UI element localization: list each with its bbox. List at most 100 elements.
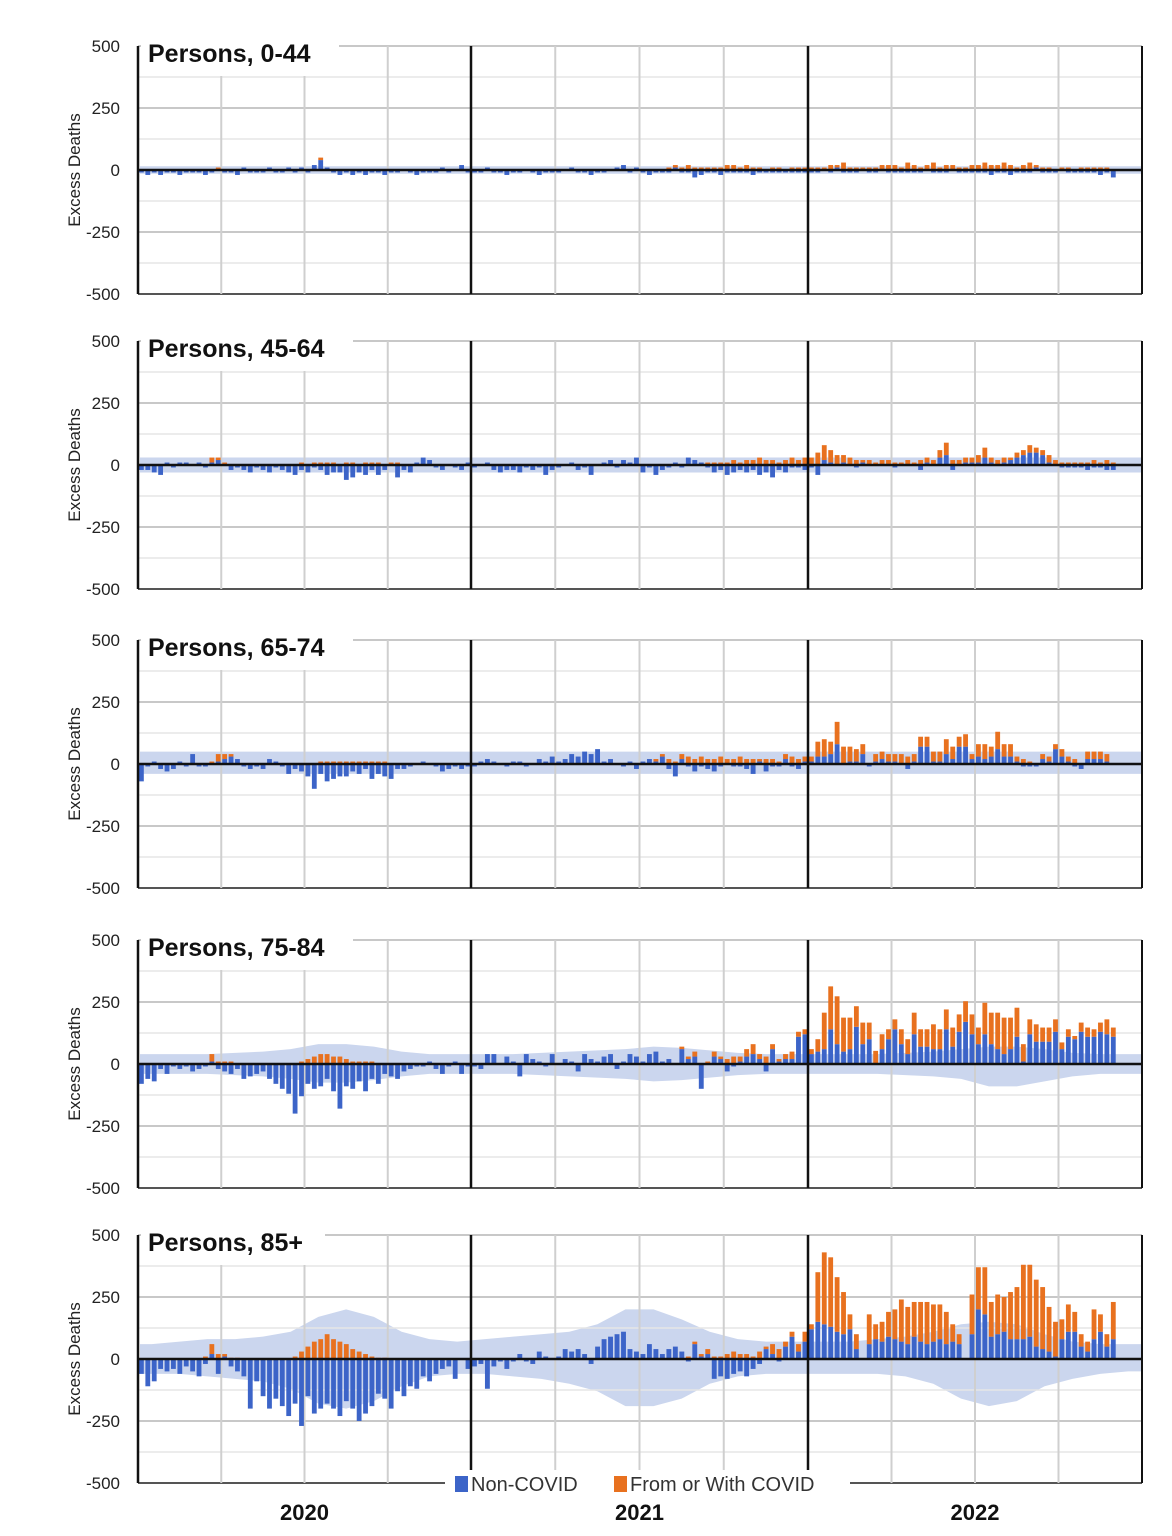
- covid-bar: [931, 1024, 936, 1050]
- non-covid-bar: [853, 1026, 859, 1064]
- non-covid-bar: [659, 1354, 665, 1359]
- panel-title: Persons, 65-74: [148, 634, 325, 662]
- non-covid-bar: [588, 754, 594, 764]
- non-covid-bar: [177, 170, 183, 175]
- panel-title: Persons, 75-84: [148, 934, 325, 962]
- panel-title: Persons, 85+: [148, 1229, 303, 1257]
- non-covid-bar: [943, 754, 949, 764]
- non-covid-bar: [356, 1359, 362, 1421]
- covid-bar: [724, 1354, 730, 1359]
- non-covid-bar: [145, 465, 151, 470]
- covid-bar: [828, 165, 834, 170]
- non-covid-bar: [241, 1064, 247, 1079]
- y-tick-label: -500: [86, 285, 120, 304]
- non-covid-bar: [151, 1064, 157, 1082]
- y-axis-label: Excess Deaths: [65, 1302, 84, 1415]
- non-covid-bar: [407, 1064, 413, 1069]
- covid-bar: [744, 1049, 750, 1057]
- covid-bar: [879, 1321, 885, 1342]
- covid-bar: [950, 460, 956, 465]
- covid-bar: [1008, 744, 1013, 757]
- non-covid-bar: [911, 1336, 917, 1359]
- panel-title-background: [141, 632, 353, 670]
- covid-bar: [789, 1331, 795, 1337]
- non-covid-bar: [860, 754, 866, 764]
- non-covid-bar: [318, 1359, 324, 1409]
- non-covid-bar: [331, 465, 336, 473]
- non-covid-bar: [222, 759, 228, 764]
- non-covid-bar: [976, 756, 981, 764]
- non-covid-bar: [209, 1354, 215, 1359]
- covid-bar: [841, 1017, 846, 1052]
- non-covid-bar: [350, 764, 356, 772]
- covid-bar: [692, 1051, 698, 1057]
- non-covid-bar: [292, 465, 298, 475]
- covid-bar: [737, 1354, 743, 1359]
- non-covid-bar: [382, 170, 388, 175]
- non-covid-bar: [446, 764, 452, 769]
- non-covid-bar: [517, 465, 523, 473]
- covid-bar: [866, 1314, 872, 1345]
- covid-bar: [1065, 1029, 1071, 1037]
- non-covid-bar: [892, 1029, 898, 1064]
- covid-bar: [911, 1301, 917, 1337]
- covid-bar: [815, 741, 821, 757]
- covid-bar: [718, 1056, 724, 1060]
- covid-bar: [685, 165, 691, 170]
- non-covid-bar: [517, 1354, 523, 1359]
- non-covid-bar: [247, 1359, 253, 1409]
- non-covid-bar: [318, 764, 324, 774]
- non-covid-bar: [164, 764, 170, 772]
- covid-bar: [1091, 751, 1097, 760]
- non-covid-bar: [543, 465, 549, 475]
- non-covid-bar: [698, 1064, 704, 1089]
- non-covid-bar: [1053, 749, 1058, 764]
- covid-bar: [834, 455, 840, 465]
- non-covid-bar: [1014, 457, 1020, 465]
- covid-bar: [988, 746, 994, 757]
- non-covid-bar: [982, 457, 988, 465]
- covid-bar: [324, 1054, 330, 1064]
- covid-bar: [653, 759, 659, 762]
- non-covid-bar: [228, 465, 234, 470]
- non-covid-bar: [1085, 465, 1091, 470]
- covid-bar: [802, 756, 808, 762]
- non-covid-bar: [634, 1351, 639, 1359]
- non-covid-bar: [750, 170, 756, 175]
- non-covid-bar: [139, 1064, 144, 1084]
- covid-bar: [1046, 455, 1052, 463]
- covid-bar: [1091, 1029, 1097, 1037]
- non-covid-bar: [988, 756, 994, 764]
- covid-bar: [1053, 460, 1058, 465]
- covid-bar: [1078, 1334, 1084, 1347]
- non-covid-bar: [937, 457, 943, 465]
- non-covid-bar: [866, 1344, 872, 1359]
- non-covid-bar: [692, 170, 698, 178]
- non-covid-bar: [969, 1034, 975, 1064]
- non-covid-bar: [711, 764, 717, 772]
- covid-bar: [324, 1334, 330, 1359]
- non-covid-bar: [841, 1334, 846, 1359]
- non-covid-bar: [821, 1324, 827, 1359]
- non-covid-bar: [918, 746, 924, 764]
- legend-label-covid: From or With COVID: [630, 1474, 814, 1496]
- covid-bar: [879, 460, 885, 465]
- covid-bar: [821, 445, 827, 461]
- covid-bar: [969, 1014, 975, 1035]
- covid-bar: [209, 457, 215, 463]
- non-covid-bar: [750, 1054, 756, 1064]
- covid-bar: [796, 460, 801, 465]
- non-covid-bar: [510, 465, 516, 470]
- non-covid-bar: [789, 1059, 795, 1064]
- covid-bar: [905, 1039, 911, 1055]
- non-covid-bar: [679, 1049, 685, 1064]
- non-covid-bar: [260, 764, 266, 769]
- covid-bar: [331, 1339, 336, 1359]
- non-covid-bar: [621, 165, 626, 170]
- non-covid-bar: [679, 1351, 685, 1359]
- non-covid-bar: [821, 1049, 827, 1064]
- non-covid-bar: [898, 1341, 904, 1359]
- covid-bar: [924, 1301, 930, 1345]
- covid-bar: [1110, 1027, 1116, 1037]
- covid-bar: [228, 754, 234, 757]
